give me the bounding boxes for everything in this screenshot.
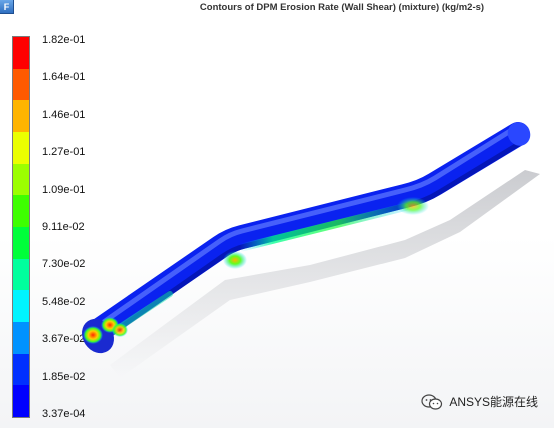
wechat-icon: [421, 393, 443, 410]
pipe-body: [83, 122, 530, 345]
colorbar-band: [13, 227, 29, 259]
colorbar-tick-label: 3.67e-02: [42, 333, 86, 346]
plot-title: Contours of DPM Erosion Rate (Wall Shear…: [199, 2, 485, 13]
colorbar-tick-label: 1.27e-01: [42, 146, 86, 159]
watermark: ANSYS能源在线: [421, 393, 538, 410]
colorbar-tick-label: 1.46e-01: [42, 108, 86, 121]
colorbar-band: [13, 290, 29, 322]
bend-hotspot-upper: [397, 197, 429, 215]
colorbar-tick-label: 3.37e-04: [42, 408, 86, 420]
watermark-text: ANSYS能源在线: [449, 395, 538, 409]
inlet-hotspot-1: [83, 326, 103, 344]
pipe-highlight: [95, 125, 518, 329]
colorbar: [12, 36, 30, 418]
colorbar-band: [13, 37, 29, 69]
pipe-outlet-cap: [507, 122, 531, 146]
colorbar-tick-label: 1.85e-02: [42, 370, 86, 383]
colorbar-tick-label: 1.09e-01: [42, 183, 86, 196]
colorbar-band: [13, 132, 29, 164]
pipe-contour-viewport[interactable]: [60, 110, 554, 428]
pipe-shadow: [110, 170, 540, 378]
colorbar-band: [13, 258, 29, 291]
colorbar-band: [13, 353, 29, 386]
colorbar-band: [13, 195, 29, 227]
inlet-hotspot-3: [112, 323, 128, 337]
colorbar-band: [13, 385, 29, 417]
colorbar-band: [13, 163, 29, 196]
erosion-band-middle: [236, 203, 409, 252]
app-icon: F: [0, 0, 14, 14]
colorbar-tick-label: 5.48e-02: [42, 295, 86, 308]
colorbar-band: [13, 100, 29, 132]
colorbar-band: [13, 322, 29, 354]
colorbar-tick-label: 7.30e-02: [42, 258, 86, 271]
colorbar-band: [13, 68, 29, 101]
colorbar-tick-label: 9.11e-02: [42, 221, 85, 233]
bend-hotspot-lower: [223, 251, 247, 269]
colorbar-tick-label: 1.64e-01: [42, 71, 86, 84]
colorbar-tick-label: 1.82e-01: [42, 34, 86, 46]
